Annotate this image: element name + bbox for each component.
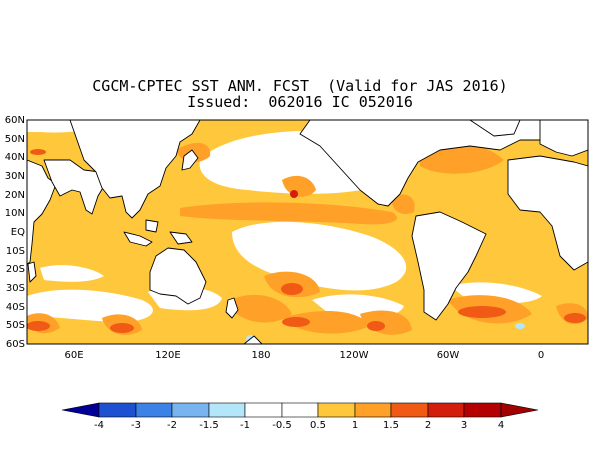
colorbar-swatch-4-to-3 xyxy=(98,402,137,418)
strong-anomaly-southwest-indian xyxy=(27,321,50,331)
colorbar-labels: -4 -3 -2 -1.5 -1 -0.5 0.5 1 1.5 2 3 4 xyxy=(94,420,504,431)
lat-label-30s: 30S xyxy=(6,283,25,294)
map-frame xyxy=(26,119,589,345)
lon-label-180: 180 xyxy=(251,350,270,361)
land-indonesia-2 xyxy=(145,219,159,233)
colorbar-tick-neg4: -4 xyxy=(94,420,104,431)
land-africa-east xyxy=(27,159,57,265)
colorbar-swatch-3-to-4 xyxy=(463,402,502,418)
colorbar-swatch-3-to-2 xyxy=(135,402,173,418)
lat-label-20n: 20N xyxy=(5,190,25,201)
lon-label-120e: 120E xyxy=(155,350,180,361)
land-masses xyxy=(27,120,588,344)
colorbar xyxy=(61,402,539,418)
issued-date: Issued: 062016 IC 052016 xyxy=(187,93,413,111)
colorbar-tick-1.5: 1.5 xyxy=(383,420,399,431)
strong-anomaly-south-pacific xyxy=(281,283,303,295)
land-indonesia-1 xyxy=(123,231,153,247)
colorbar-swatch-neutral xyxy=(281,402,319,418)
land-asia xyxy=(69,120,201,219)
warm-southern-band-1 xyxy=(282,311,370,334)
lat-label-60n: 60N xyxy=(5,115,25,126)
longitude-axis: 60E 120E 180 120W 60W 0 xyxy=(64,350,544,361)
colorbar-tick-1: 1 xyxy=(352,420,358,431)
cool-anomaly-south-atlantic xyxy=(515,323,525,329)
neutral-indian-south xyxy=(40,265,104,282)
warm-south-pacific-west xyxy=(226,294,292,323)
lon-label-60w: 60W xyxy=(437,350,460,361)
colorbar-swatch-2-to-1.5 xyxy=(171,402,210,418)
colorbar-swatch-2-to-3 xyxy=(427,402,465,418)
strong-anomaly-southern-band xyxy=(282,317,310,327)
strong-anomaly-southeast-atlantic xyxy=(564,313,586,323)
lat-label-20s: 20S xyxy=(6,264,25,275)
warm-caribbean xyxy=(391,194,415,215)
lat-label-50n: 50N xyxy=(5,134,25,145)
colorbar-swatch-0.5-to-1 xyxy=(317,402,356,418)
strong-anomaly-mediterranean xyxy=(30,149,46,155)
colorbar-swatch-1-to-0.5 xyxy=(244,402,283,418)
lat-label-60s: 60S xyxy=(6,339,25,350)
warm-north-pacific xyxy=(282,175,316,197)
anomaly-field xyxy=(27,120,588,344)
land-australia xyxy=(149,247,207,305)
lat-label-30n: 30N xyxy=(5,171,25,182)
land-madagascar xyxy=(27,261,37,283)
lat-label-40s: 40S xyxy=(6,302,25,313)
land-south-america xyxy=(411,211,487,321)
strong-anomaly-pacific-far-south xyxy=(367,321,385,331)
colorbar-tick-neg0.5: -0.5 xyxy=(272,420,292,431)
lat-label-40n: 40N xyxy=(5,152,25,163)
warm-band-tropical-pacific xyxy=(180,202,397,225)
colorbar-tick-2: 2 xyxy=(425,420,431,431)
colorbar-tick-0.5: 0.5 xyxy=(310,420,326,431)
land-antarctica xyxy=(243,335,263,344)
land-japan xyxy=(181,149,199,171)
latitude-axis: 60N 50N 40N 30N 20N 10N EQ 10S 20S 30S 4… xyxy=(5,115,25,350)
lat-label-10s: 10S xyxy=(6,246,25,257)
lon-label-0: 0 xyxy=(538,350,544,361)
colorbar-swatch-1.5-to-1 xyxy=(208,402,246,418)
strong-anomaly-north-pacific xyxy=(290,190,298,198)
colorbar-tick-neg2: -2 xyxy=(167,420,177,431)
colorbar-tick-4: 4 xyxy=(498,420,504,431)
land-new-zealand xyxy=(225,297,239,319)
lat-label-10n: 10N xyxy=(5,208,25,219)
lon-label-60e: 60E xyxy=(64,350,83,361)
lat-label-eq: EQ xyxy=(11,227,25,238)
neutral-southern-ocean-1 xyxy=(27,289,153,323)
land-arabia-india xyxy=(43,159,105,215)
land-europe xyxy=(539,120,588,157)
colorbar-swatch-above-4 xyxy=(500,402,539,418)
colorbar-tick-neg1.5: -1.5 xyxy=(199,420,219,431)
colorbar-swatch-1.5-to-2 xyxy=(390,402,429,418)
lon-label-120w: 120W xyxy=(340,350,369,361)
land-africa-west xyxy=(507,155,588,271)
colorbar-swatch-1-to-1.5 xyxy=(354,402,392,418)
lat-label-50s: 50S xyxy=(6,320,25,331)
colorbar-tick-neg1: -1 xyxy=(240,420,250,431)
strong-anomaly-south-indian xyxy=(110,323,134,333)
colorbar-tick-neg3: -3 xyxy=(131,420,141,431)
colorbar-swatch-below-4 xyxy=(61,402,100,418)
land-greenland xyxy=(469,120,521,137)
land-new-guinea xyxy=(169,231,193,245)
chart-title: CGCM-CPTEC SST ANM. FCST (Valid for JAS … xyxy=(92,77,508,95)
colorbar-tick-3: 3 xyxy=(461,420,467,431)
strong-anomaly-south-atlantic xyxy=(458,306,506,318)
